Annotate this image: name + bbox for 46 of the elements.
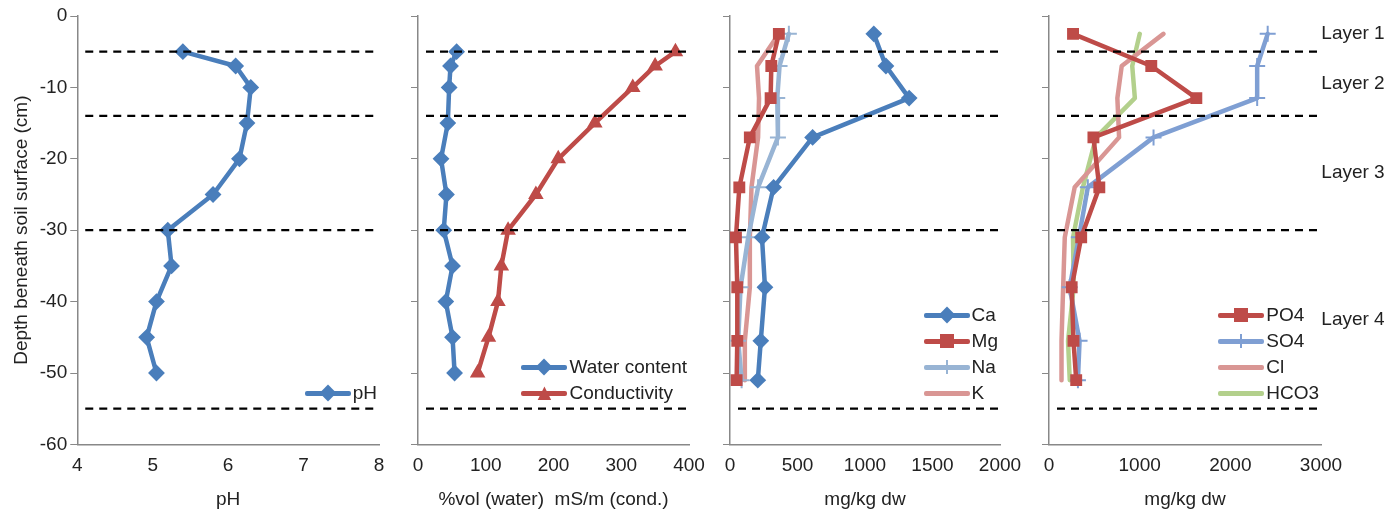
legend-label: Water content xyxy=(569,356,687,379)
x-tick-label: 7 xyxy=(298,454,309,476)
y-tick-label: -20 xyxy=(39,147,68,169)
x-tick-label: 2000 xyxy=(978,454,1022,476)
y-tick-label: -50 xyxy=(39,361,68,383)
x-tick-label: 6 xyxy=(222,454,234,476)
legend-label: Cl xyxy=(1266,356,1285,379)
x-tick-label: 0 xyxy=(412,454,424,476)
legend-label: Conductivity xyxy=(569,382,673,405)
x-tick-label: 0 xyxy=(724,454,736,476)
x-tick-label: 0 xyxy=(1043,454,1055,476)
annotation: Layer 3 xyxy=(1321,161,1385,183)
x-tick-label: 1500 xyxy=(911,454,954,476)
x-tick-label: 8 xyxy=(373,454,385,476)
x-tick-label: 4 xyxy=(71,454,83,476)
x-tick-label: 100 xyxy=(469,454,502,476)
x-tick-label: 500 xyxy=(781,454,814,476)
legend-label: Ca xyxy=(971,304,996,327)
x-tick-label: 1000 xyxy=(843,454,887,476)
legend-label: SO4 xyxy=(1266,330,1305,353)
legend-label: pH xyxy=(352,382,377,405)
x-tick-label: 2000 xyxy=(1209,454,1252,476)
y-tick-label: -60 xyxy=(39,432,68,454)
legend-label: K xyxy=(971,382,985,405)
y-tick-label: -40 xyxy=(39,289,68,311)
x-axis-title: mg/kg dw xyxy=(824,487,906,509)
legend-label: Mg xyxy=(971,330,998,353)
x-tick-label: 400 xyxy=(673,454,705,476)
annotation: Layer 4 xyxy=(1321,307,1385,329)
legend-label: Na xyxy=(971,356,996,379)
annotation: Layer 1 xyxy=(1321,22,1385,44)
x-tick-label: 300 xyxy=(605,454,638,476)
legend-label: HCO3 xyxy=(1266,382,1319,405)
x-axis-title: mg/kg dw xyxy=(1144,487,1226,509)
x-tick-label: 3000 xyxy=(1299,454,1343,476)
x-tick-label: 5 xyxy=(147,454,158,476)
y-tick-label: -30 xyxy=(39,218,68,240)
legend-label: PO4 xyxy=(1266,304,1305,327)
x-axis-title: %vol (water) mS/m (cond.) xyxy=(438,487,669,509)
x-tick-label: 200 xyxy=(537,454,570,476)
annotation: Layer 2 xyxy=(1321,72,1385,94)
x-tick-label: 1000 xyxy=(1118,454,1161,476)
y-tick-label: 0 xyxy=(56,4,68,26)
y-axis-title: Depth beneath soil surface (cm) xyxy=(9,95,31,365)
y-tick-label: -10 xyxy=(39,75,68,97)
x-axis-title: pH xyxy=(215,487,241,509)
